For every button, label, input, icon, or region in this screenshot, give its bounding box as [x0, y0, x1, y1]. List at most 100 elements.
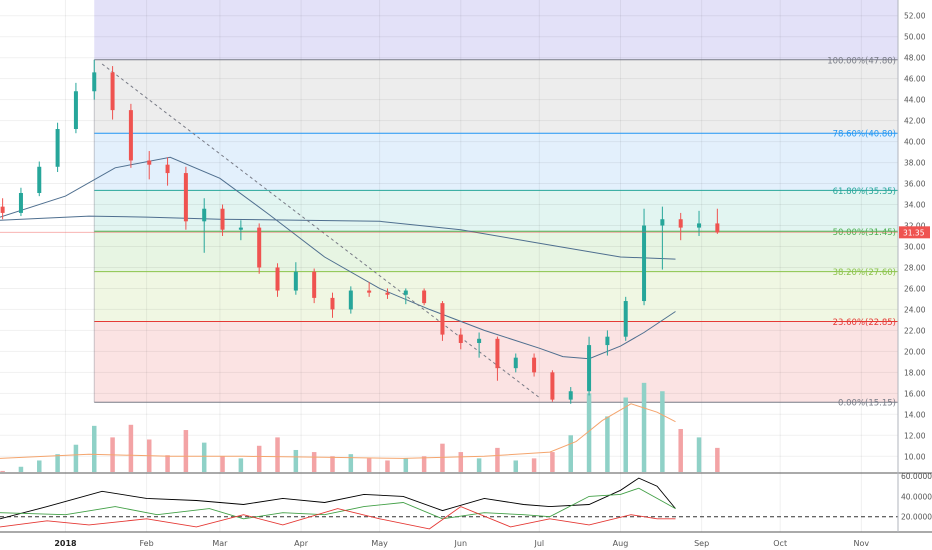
volume-bar [568, 435, 573, 472]
candle-body [642, 225, 647, 302]
candle-body [202, 208, 207, 222]
last-price-value: 31.35 [903, 228, 925, 237]
fib-level-label: 50.00%(31.45) [833, 228, 896, 238]
volume-bar [37, 460, 42, 472]
time-tick-label: May [371, 539, 388, 548]
price-tick-label: 28.00 [904, 263, 926, 272]
candle-body [18, 192, 23, 213]
price-tick-label: 30.00 [904, 242, 926, 251]
price-tick-label: 14.00 [904, 410, 926, 419]
fib-level-label: 78.60%(40.80) [833, 130, 896, 140]
moving-average-line [0, 215, 676, 260]
volume-bar [678, 428, 683, 472]
fib-band [94, 271, 898, 322]
price-tick-label: 42.00 [904, 117, 926, 126]
price-axis: 52.00 50.00 48.00 46.00 44.00 42.00 40.00 38.00… [897, 0, 932, 532]
volume-bar [458, 452, 464, 472]
volume-bar [256, 445, 262, 472]
candle-body [37, 166, 42, 193]
volume-bar [586, 393, 592, 472]
volume-bar [92, 425, 97, 472]
candle-body [660, 219, 665, 226]
price-tick-label: 32.00 [904, 222, 926, 231]
time-tick-label: Nov [854, 539, 870, 548]
candle-body [220, 208, 225, 230]
volume-bar [201, 442, 207, 472]
time-tick-label: Jul [533, 539, 544, 548]
candle-body [495, 338, 500, 369]
price-tick-label: 20.00 [904, 347, 926, 356]
candle-body [183, 173, 188, 222]
volume-bar [641, 382, 647, 472]
moving-averages [0, 156, 676, 360]
price-tick-label: 36.00 [904, 180, 926, 189]
volume-bar [366, 458, 372, 472]
candle-body [128, 110, 133, 161]
candle-body [697, 223, 702, 228]
volume-bar [495, 447, 500, 472]
volume-bar [605, 416, 610, 472]
candle-body [403, 290, 408, 295]
price-tick-label: 48.00 [904, 54, 926, 63]
grid [0, 0, 898, 532]
volume-bar [696, 437, 702, 472]
fib-level-label: 38.20%(27.60) [833, 268, 896, 278]
time-tick-label: Aug [613, 539, 629, 548]
candle-body [55, 129, 60, 167]
volume-bar [385, 460, 390, 472]
price-tick-label: 38.00 [904, 159, 926, 168]
volume-bar [73, 444, 79, 472]
candle-body [330, 297, 335, 310]
oscillator-tick-label: 60.0000 [901, 472, 932, 481]
oscillator-tick-label: 40.0000 [901, 492, 932, 501]
time-tick-label: Sep [694, 539, 709, 548]
volume-bar [275, 437, 280, 472]
fib-bands [94, 0, 898, 403]
candle-body [367, 290, 372, 293]
fib-level-label: 100.00%(47.80) [827, 56, 896, 66]
oscillator-line [0, 506, 676, 530]
candle-body [422, 290, 427, 304]
price-tick-label: 16.00 [904, 389, 926, 398]
fib-level-label: 0.00%(15.15) [838, 399, 896, 409]
candle-body [92, 72, 97, 92]
price-tick-label: 12.00 [904, 431, 926, 440]
volume-average-line [0, 403, 676, 459]
candle-body [312, 271, 317, 298]
candle-body [147, 160, 152, 165]
candle-body [678, 219, 683, 228]
volume-bar [220, 456, 225, 472]
volume-bar [0, 470, 5, 472]
price-tick-label: 22.00 [904, 326, 926, 335]
volume-bar [128, 424, 134, 472]
volume-bar [330, 456, 335, 472]
price-tick-label: 50.00 [904, 33, 926, 42]
candle-body [385, 292, 390, 295]
candle-body [605, 336, 610, 346]
volume-bar [421, 456, 427, 472]
price-tick-label: 24.00 [904, 305, 926, 314]
price-tick-label: 46.00 [904, 75, 926, 84]
fib-level-label: 61.80%(35.35) [833, 187, 896, 197]
last-price-label: 31.35 [0, 226, 930, 239]
volume-bar [531, 458, 537, 472]
price-tick-label: 52.00 [904, 12, 926, 21]
candle-body [587, 345, 592, 392]
time-tick-label: Jun [454, 539, 468, 548]
candle-body [165, 164, 170, 174]
fib-band [94, 190, 898, 232]
candle-body [458, 334, 463, 343]
volume-bar [715, 447, 720, 472]
oscillator-pane [0, 472, 932, 533]
fib-lines [93, 59, 898, 403]
candle-body [623, 301, 628, 337]
volume-bar [513, 460, 519, 472]
candle-body [348, 290, 353, 310]
fib-band [94, 133, 898, 191]
time-tick-label: 2018 [54, 539, 77, 548]
candles[interactable] [0, 59, 720, 404]
fib-band [94, 231, 898, 272]
candle-body [715, 223, 720, 233]
volume-bar [660, 391, 665, 472]
